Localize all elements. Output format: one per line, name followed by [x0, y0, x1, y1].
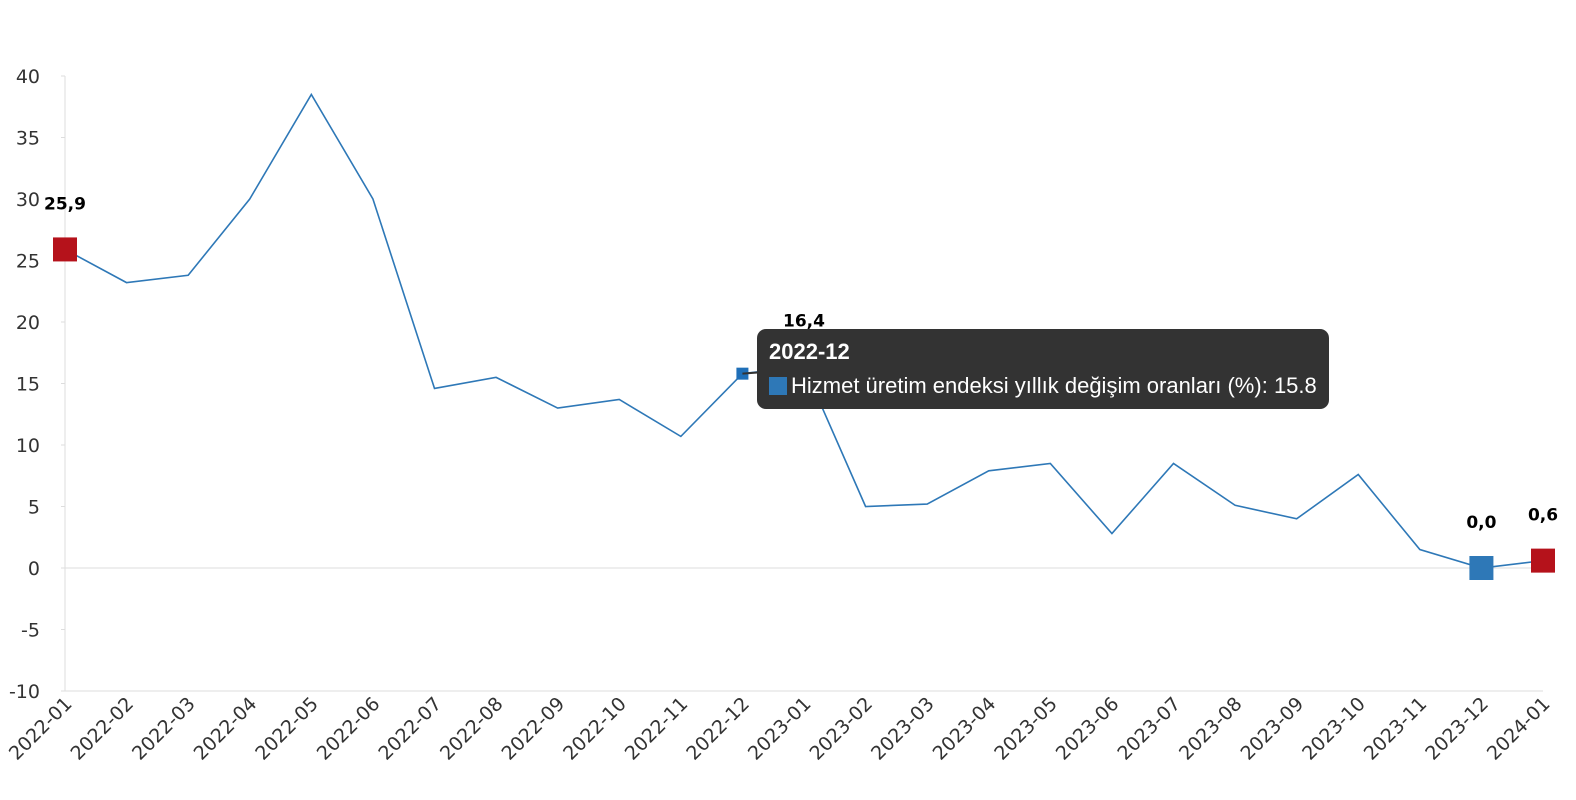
tooltip-title: 2022-12 [769, 339, 850, 364]
x-tick-label: 2023-01 [744, 693, 816, 765]
x-tick-label: 2024-01 [1483, 693, 1555, 765]
x-tick-label: 2023-02 [805, 693, 877, 765]
y-tick-label: -5 [21, 620, 40, 642]
y-tick-label: 10 [16, 435, 40, 457]
x-tick-label: 2022-11 [621, 693, 693, 765]
x-tick-label: 2022-03 [128, 693, 200, 765]
y-tick-label: 30 [16, 189, 40, 211]
y-tick-label: 20 [16, 312, 40, 334]
x-tick-label: 2023-08 [1175, 693, 1247, 765]
tooltip-value: 15.8 [1273, 373, 1317, 398]
data-label: 25,9 [44, 194, 86, 214]
point-marker [53, 237, 77, 262]
x-tick-label: 2022-02 [66, 693, 138, 765]
x-tick-label: 2023-07 [1113, 693, 1185, 765]
x-tick-label: 2022-07 [374, 693, 446, 765]
y-tick-label: 40 [16, 66, 40, 88]
x-tick-label: 2022-08 [436, 693, 508, 765]
y-tick-label: -10 [9, 681, 40, 703]
x-tick-label: 2022-12 [682, 693, 754, 765]
data-label: 0,6 [1528, 506, 1558, 526]
x-tick-label: 2022-09 [498, 693, 570, 765]
x-tick-label: 2022-10 [559, 693, 631, 765]
x-tick-label: 2023-11 [1360, 693, 1432, 765]
y-tick-label: 15 [16, 374, 40, 396]
x-tick-label: 2022-01 [5, 693, 77, 765]
x-tick-label: 2023-03 [867, 693, 939, 765]
x-tick-label: 2023-12 [1421, 693, 1493, 765]
tooltip-row: Hizmet üretim endeksi yıllık değişim ora… [769, 373, 1317, 399]
x-tick-label: 2023-10 [1298, 693, 1370, 765]
y-tick-label: 5 [28, 497, 40, 519]
x-tick-label: 2022-06 [313, 693, 385, 765]
x-tick-label: 2023-09 [1237, 693, 1309, 765]
tooltip-series: Hizmet üretim endeksi yıllık değişim ora… [791, 373, 1262, 398]
x-tick-label: 2022-04 [190, 693, 262, 765]
x-tick-label: 2023-04 [929, 693, 1001, 765]
x-tick-label: 2023-05 [990, 693, 1062, 765]
y-tick-label: 35 [16, 128, 40, 150]
x-tick-label: 2023-06 [1052, 693, 1124, 765]
tooltip-swatch [769, 377, 787, 395]
point-marker [1531, 548, 1555, 573]
point-marker [1469, 556, 1494, 580]
y-tick-label: 0 [28, 558, 40, 580]
data-label: 0,0 [1466, 513, 1496, 533]
tooltip: 2022-12 Hizmet üretim endeksi yıllık değ… [757, 329, 1329, 409]
y-tick-label: 25 [16, 251, 40, 273]
x-tick-label: 2022-05 [251, 693, 323, 765]
data-label: 16,4 [783, 311, 825, 331]
